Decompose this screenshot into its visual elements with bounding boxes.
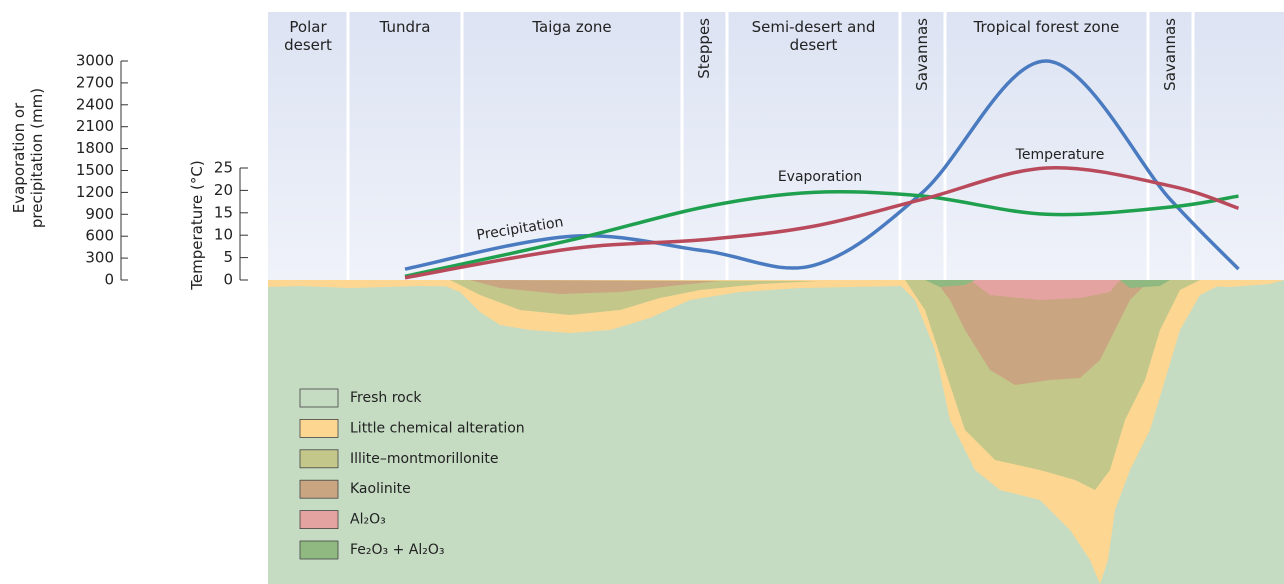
y-tick-label: 0 <box>104 271 114 289</box>
y-tick-label: 2100 <box>76 117 114 135</box>
legend-swatch <box>299 510 339 530</box>
zone-separator <box>898 12 902 280</box>
zone-separators <box>346 12 1195 280</box>
zone-label: Semi-desert and desert <box>751 18 876 54</box>
y2-tick-label: 25 <box>214 159 233 177</box>
zone-separator <box>346 12 350 280</box>
zone-label: Taiga zone <box>532 18 612 36</box>
y2-tick-label: 15 <box>214 203 233 221</box>
soil-profile <box>268 280 1284 584</box>
curve <box>404 189 1239 279</box>
y-tick-label: 900 <box>85 205 114 223</box>
zone-separator <box>460 12 464 280</box>
zone-label: Polar desert <box>284 18 332 54</box>
zone-separator <box>1191 12 1195 280</box>
y-tick-label: 300 <box>85 249 114 267</box>
zone-separator <box>680 12 684 280</box>
legend-label: Illite–montmorillonite <box>350 451 499 467</box>
legend-swatch <box>299 388 339 408</box>
zone-label: Savannas <box>1161 18 1179 91</box>
sky <box>268 12 1284 280</box>
soil-layer <box>925 280 975 287</box>
legend-swatch <box>299 479 339 499</box>
y-tick-label: 1500 <box>76 161 114 179</box>
legend-swatch <box>299 540 339 560</box>
curve-label: Temperature <box>1015 147 1105 163</box>
legend-swatch <box>299 449 339 469</box>
legend-label: Al₂O₃ <box>350 512 386 528</box>
zone-label: Savannas <box>913 18 931 91</box>
y2-axis-title: Temperature (°C) <box>188 160 206 290</box>
soil-layer <box>470 280 720 294</box>
y-tick-label: 3000 <box>76 52 114 70</box>
y2-tick-label: 10 <box>214 226 233 244</box>
y2-tick-label: 0 <box>223 271 233 289</box>
legend-swatch <box>299 418 339 438</box>
y-tick-label: 600 <box>85 227 114 245</box>
zone-label: Tropical forest zone <box>973 18 1120 36</box>
legend-label: Fe₂O₃ + Al₂O₃ <box>350 542 445 558</box>
y2-tick-label: 5 <box>223 248 233 266</box>
zone-separator <box>943 12 947 280</box>
legend-label: Fresh rock <box>350 390 422 406</box>
y-tick-label: 2700 <box>76 73 114 91</box>
legend-label: Kaolinite <box>350 481 411 497</box>
y-tick-label: 1800 <box>76 139 114 157</box>
curve <box>404 166 1240 280</box>
y-tick-label: 1200 <box>76 183 114 201</box>
y2-tick-label: 20 <box>214 181 233 199</box>
zone-separator <box>725 12 729 280</box>
soil-layer <box>935 280 1150 385</box>
legend-label: Little chemical alteration <box>350 420 525 436</box>
y-tick-label: 2400 <box>76 95 114 113</box>
soil-layer <box>970 280 1120 300</box>
zone-label: Steppes <box>695 18 713 79</box>
zone-label: Tundra <box>379 18 431 36</box>
y-axis-title: Evaporation or precipitation (mm) <box>10 87 46 229</box>
curve <box>404 59 1240 271</box>
zone-separator <box>1146 12 1150 280</box>
curve-label: Evaporation <box>778 169 862 185</box>
soil-layer <box>1120 280 1170 288</box>
